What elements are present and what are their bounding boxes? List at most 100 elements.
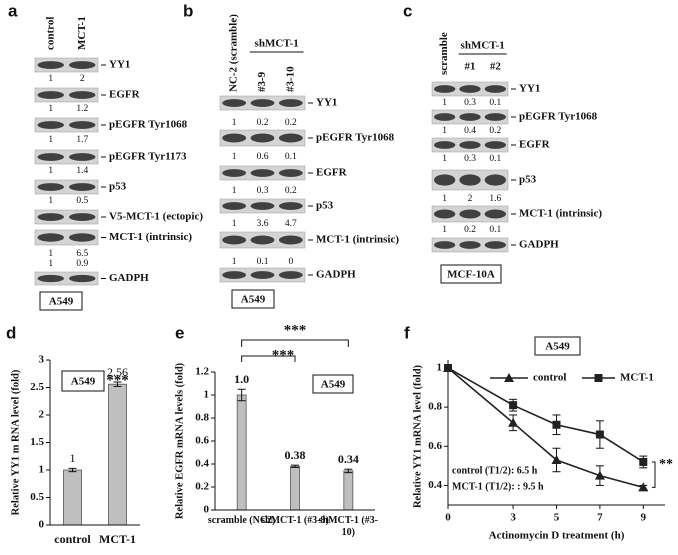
band-quantification: 0.1 [285,152,297,162]
blot-band [250,99,275,107]
blot-band [459,241,481,249]
band-quantification: 0.3 [464,98,476,108]
panel-label: a [8,1,18,20]
blot-band [222,99,247,107]
blot-band [250,133,275,143]
y-tick-label: 0 [204,504,210,516]
band-quantification: 1 [232,152,237,162]
y-tick-label: 0.6 [195,435,209,447]
blot-band [278,235,303,245]
legend-label: MCT-1 [620,372,654,384]
band-quantification: 0.2 [464,225,476,235]
blot-band [69,91,96,99]
lane-label: #1 [465,61,476,73]
annotation: *** [272,347,295,363]
marker [509,401,518,410]
band-quantification: 1.6 [489,194,501,204]
blot-band [484,174,506,186]
marker [551,454,562,464]
x-tick-label: scramble (NC2) [207,515,276,526]
blot-band [37,153,64,161]
cell-line-label: A549 [545,341,570,353]
bar [63,469,82,526]
x-tick-label: 9 [641,512,647,524]
band-quantification: 0.6 [257,152,269,162]
blot-band [37,274,64,283]
blot-band [278,271,303,279]
row-label: EGFR [109,89,141,101]
annotation: *** [106,372,129,388]
band-quantification: 1 [232,257,237,267]
cell-line-label: MCF-10A [447,269,495,281]
band-quantification: 1 [48,249,53,259]
y-tick-label: 1 [39,464,45,476]
band-quantification: 1 [442,154,447,164]
x-tick-label: 3 [510,512,516,524]
bar [343,470,354,511]
marker [638,482,649,492]
row-label: YY1 [519,83,540,95]
row-label: pEGFR Tyr1173 [109,151,187,163]
blot-band [250,202,275,210]
cell-line-box [39,291,83,311]
row-label: pEGFR Tyr1068 [519,111,598,123]
y-tick-label: 1 [204,389,210,401]
panel-label: b [183,1,193,20]
legend-marker [594,374,603,382]
row-label: GADPH [109,272,149,284]
blot-band [69,183,96,191]
blot-band [459,174,481,186]
row-label: V5-MCT-1 (ectopic) [109,211,203,223]
band-quantification: 1 [232,219,237,229]
blot-band [250,169,275,177]
cell-line-box [231,289,275,309]
cell-line-box [312,374,354,394]
band-quantification: 0.1 [489,98,501,108]
y-tick-label: 0.4 [195,458,209,470]
row-label: EGFR [519,139,551,151]
band-quantification: 0.5 [76,196,88,206]
x-tick-label: 7 [597,512,603,524]
band-quantification: 2 [468,194,473,204]
blot-band [459,141,481,149]
blot-band [434,241,456,249]
panel-label: c [403,1,412,20]
bar [108,383,127,526]
band-quantification: 0.2 [257,118,269,128]
blot-band [484,209,506,219]
value-label: 0.38 [285,448,306,462]
blot-band [37,61,64,69]
annotation: ** [659,457,673,472]
cell-line-box [440,264,502,284]
x-axis-label: Actinomycin D treatment (h) [489,530,625,542]
row-label: GADPH [316,269,356,281]
blot-band [434,174,456,186]
blot-band [69,153,96,161]
y-axis-label: Relative EGFR mRNA levels (fold) [174,362,185,519]
cell-line-label: A549 [49,296,74,308]
band-quantification: 2 [80,74,85,84]
x-tick-label: shMCT-1 (#3-9) [261,515,329,526]
blot-band [37,183,64,191]
row-label: MCT-1 (intrinsic) [109,231,192,243]
band-quantification: 1 [48,166,53,176]
blot-band [434,209,456,219]
blot-band [434,113,456,121]
legend-label: control [533,372,566,384]
x-tick-label: MCT-1 [99,532,136,546]
y-tick-label: 3 [39,354,45,366]
blot-band [222,169,247,177]
panel-label: e [175,323,184,342]
row-label: MCT-1 (intrinsic) [316,234,399,246]
band-quantification: 1 [48,196,53,206]
blot-band [222,235,247,245]
blot-band [250,235,275,245]
y-tick-label: 1 [437,362,443,374]
blot-band [484,241,506,249]
annotation: MCT-1 (T1/2): : 9.5 h [452,481,544,492]
lane-label: #3-9 [256,71,268,92]
band-quantification: 1 [48,74,53,84]
band-quantification: 1 [48,104,53,114]
y-tick-label: 0.5 [30,491,44,503]
marker [639,457,648,466]
